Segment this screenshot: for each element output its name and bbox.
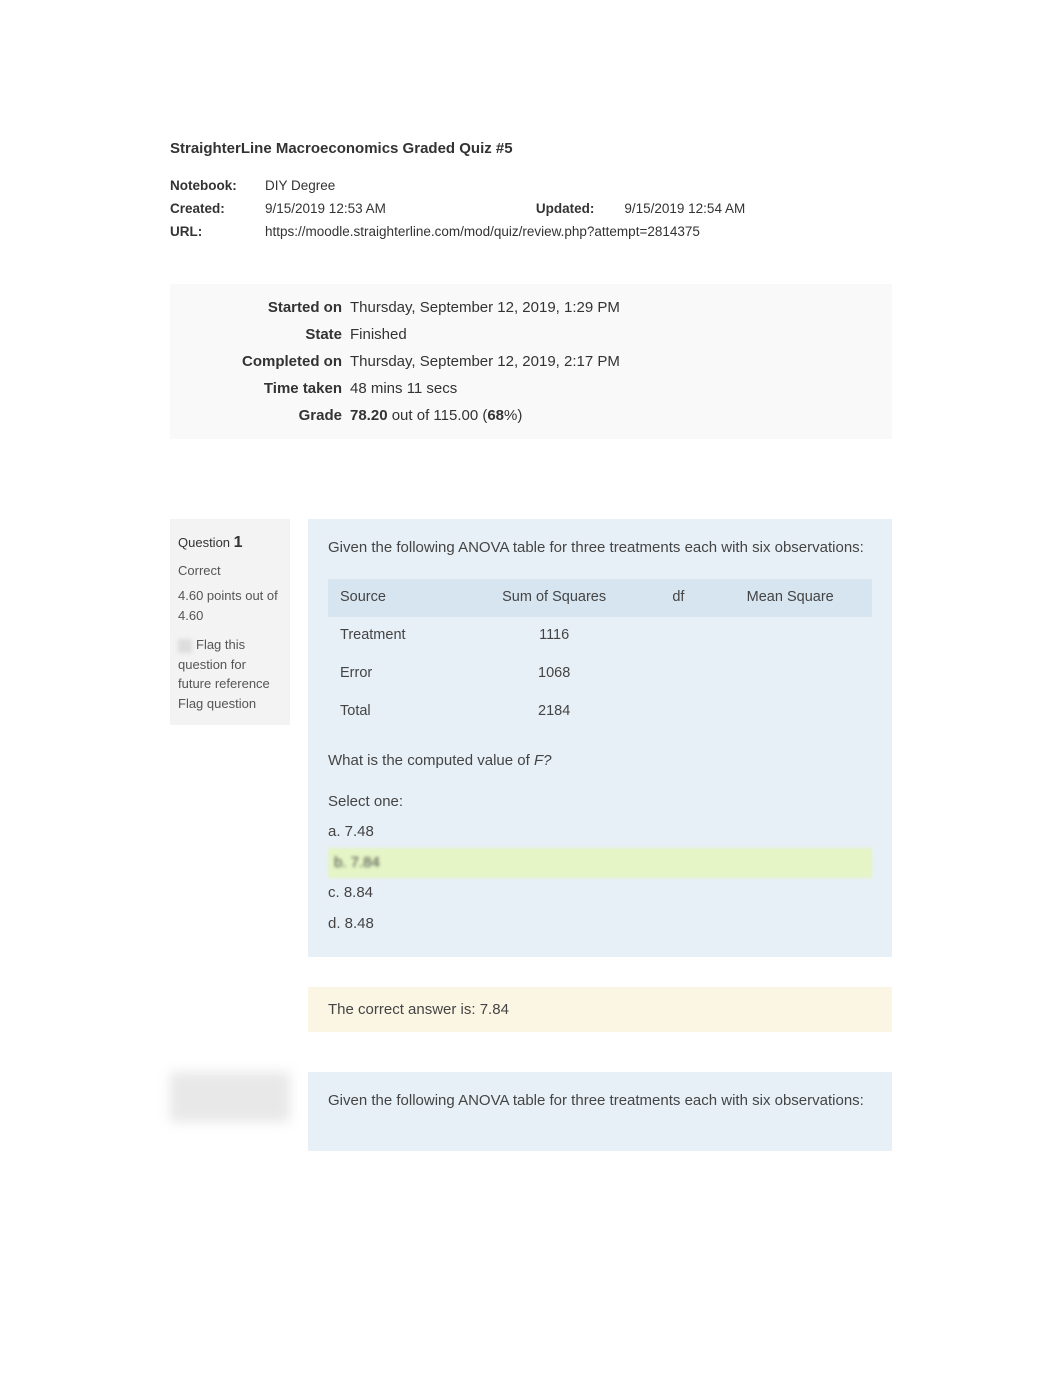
time-taken-label: Time taken bbox=[170, 375, 350, 402]
anova-table: Source Sum of Squares df Mean Square Tre… bbox=[328, 579, 872, 730]
question-number-line: Question 1 bbox=[178, 531, 282, 555]
cell bbox=[648, 693, 708, 731]
cell bbox=[708, 693, 872, 731]
question-prefix: Question bbox=[178, 535, 234, 550]
question-content-wrap: Given the following ANOVA table for thre… bbox=[308, 519, 892, 1033]
url-label: URL: bbox=[170, 221, 265, 244]
created-value: 9/15/2019 12:53 AM bbox=[265, 198, 386, 221]
cell: Error bbox=[328, 655, 460, 693]
anova-th-source: Source bbox=[328, 579, 460, 617]
anova-th-df: df bbox=[648, 579, 708, 617]
question-sidebar: Question 1 Correct 4.60 points out of 4.… bbox=[170, 519, 290, 726]
started-on-value: Thursday, September 12, 2019, 1:29 PM bbox=[350, 294, 892, 321]
cell bbox=[708, 617, 872, 655]
question-prompt: Given the following ANOVA table for thre… bbox=[328, 537, 872, 560]
cell: 2184 bbox=[460, 693, 649, 731]
table-row: Error 1068 bbox=[328, 655, 872, 693]
updated-label: Updated: bbox=[536, 198, 595, 221]
completed-on-value: Thursday, September 12, 2019, 2:17 PM bbox=[350, 348, 892, 375]
url-value: https://moodle.straighterline.com/mod/qu… bbox=[265, 221, 700, 244]
question-1: Question 1 Correct 4.60 points out of 4.… bbox=[170, 519, 892, 1033]
question-content: Given the following ANOVA table for thre… bbox=[308, 1072, 892, 1151]
flag-icon bbox=[178, 639, 192, 653]
state-label: State bbox=[170, 321, 350, 348]
option-d[interactable]: d. 8.48 bbox=[328, 909, 872, 940]
question-prompt: Given the following ANOVA table for thre… bbox=[328, 1090, 872, 1113]
correct-answer: The correct answer is: 7.84 bbox=[308, 987, 892, 1032]
option-c[interactable]: c. 8.84 bbox=[328, 878, 872, 909]
question-subprompt: What is the computed value of F? bbox=[328, 750, 872, 773]
question-content-wrap: Given the following ANOVA table for thre… bbox=[308, 1072, 892, 1151]
table-row: Total 2184 bbox=[328, 693, 872, 731]
subprompt-text: What is the computed value of bbox=[328, 752, 534, 769]
table-row: Treatment 1116 bbox=[328, 617, 872, 655]
grade-score: 78.20 bbox=[350, 407, 388, 424]
attempt-summary: Started on Thursday, September 12, 2019,… bbox=[170, 284, 892, 439]
option-b[interactable]: b. 7.84 bbox=[328, 848, 872, 879]
select-one-label: Select one: bbox=[328, 791, 872, 814]
question-2: Given the following ANOVA table for thre… bbox=[170, 1072, 892, 1151]
started-on-label: Started on bbox=[170, 294, 350, 321]
created-label: Created: bbox=[170, 198, 265, 221]
question-content: Given the following ANOVA table for thre… bbox=[308, 519, 892, 958]
cell bbox=[648, 655, 708, 693]
question-sidebar-blurred bbox=[170, 1072, 290, 1122]
updated-value: 9/15/2019 12:54 AM bbox=[624, 198, 745, 221]
notebook-value: DIY Degree bbox=[265, 175, 335, 198]
question-status: Correct bbox=[178, 561, 282, 581]
grade-pct: 68 bbox=[487, 407, 504, 424]
grade-mid: out of 115.00 ( bbox=[388, 407, 488, 424]
flag-question-link[interactable]: Flag this question for future reference … bbox=[178, 635, 282, 713]
doc-metadata: Notebook: DIY Degree Created: 9/15/2019 … bbox=[170, 175, 892, 244]
notebook-label: Notebook: bbox=[170, 175, 265, 198]
time-taken-value: 48 mins 11 secs bbox=[350, 375, 892, 402]
grade-value: 78.20 out of 115.00 (68%) bbox=[350, 402, 892, 429]
cell bbox=[648, 617, 708, 655]
state-value: Finished bbox=[350, 321, 892, 348]
option-a[interactable]: a. 7.48 bbox=[328, 817, 872, 848]
subprompt-em: F? bbox=[534, 752, 552, 769]
anova-th-ms: Mean Square bbox=[708, 579, 872, 617]
grade-label: Grade bbox=[170, 402, 350, 429]
document-page: StraighterLine Macroeconomics Graded Qui… bbox=[0, 0, 1062, 1231]
cell: 1068 bbox=[460, 655, 649, 693]
doc-title: StraighterLine Macroeconomics Graded Qui… bbox=[170, 140, 892, 157]
anova-th-ss: Sum of Squares bbox=[460, 579, 649, 617]
cell bbox=[708, 655, 872, 693]
question-points: 4.60 points out of 4.60 bbox=[178, 586, 282, 625]
grade-suffix: %) bbox=[504, 407, 522, 424]
cell: 1116 bbox=[460, 617, 649, 655]
cell: Treatment bbox=[328, 617, 460, 655]
cell: Total bbox=[328, 693, 460, 731]
question-number: 1 bbox=[234, 534, 243, 551]
completed-on-label: Completed on bbox=[170, 348, 350, 375]
